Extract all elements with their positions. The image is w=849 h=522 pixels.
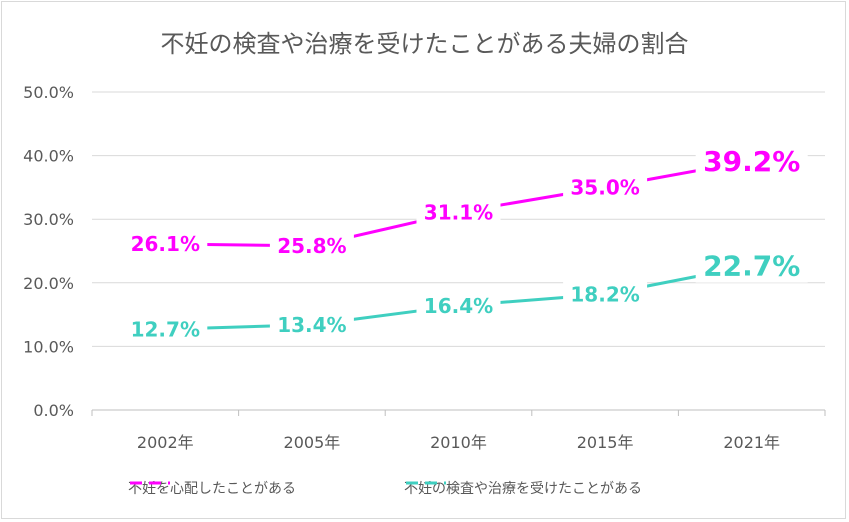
y-tick-label-4: 40.0% bbox=[23, 147, 74, 166]
y-tick-label-5: 50.0% bbox=[23, 83, 74, 102]
x-tick-label-0: 2002年 bbox=[137, 433, 194, 452]
y-tick-label-1: 10.0% bbox=[23, 337, 74, 356]
data-label-bg-1-2 bbox=[416, 292, 501, 319]
y-tick-label-0: 0.0% bbox=[33, 401, 74, 420]
legend-item-1: 不妊の検査や治療を受けたことがある bbox=[404, 478, 642, 498]
data-label-bg-0-1 bbox=[269, 232, 354, 259]
data-label-bg-1-0 bbox=[123, 316, 208, 343]
legend-swatch-0 bbox=[130, 481, 170, 485]
data-label-bg-0-2 bbox=[416, 199, 501, 226]
data-label-0-3: 35.0% bbox=[570, 176, 639, 200]
data-label-bg-1-3 bbox=[563, 281, 648, 308]
legend-label-0: 不妊を心配したことがある bbox=[128, 481, 296, 497]
data-label-0-2: 31.1% bbox=[424, 200, 493, 224]
chart-title: 不妊の検査や治療を受けたことがある夫婦の割合 bbox=[160, 30, 689, 58]
x-tick-label-4: 2021年 bbox=[723, 433, 780, 452]
legend: 不妊を心配したことがある 不妊の検査や治療を受けたことがある bbox=[0, 478, 849, 502]
data-label-0-1: 25.8% bbox=[277, 234, 346, 258]
data-label-1-4: 22.7% bbox=[703, 250, 800, 283]
data-label-1-3: 18.2% bbox=[570, 282, 639, 306]
data-label-bg-1-4 bbox=[695, 248, 808, 283]
data-label-0-0: 26.1% bbox=[131, 232, 200, 256]
y-tick-label-2: 20.0% bbox=[23, 274, 74, 293]
y-tick-label-3: 30.0% bbox=[23, 210, 74, 229]
x-tick-label-1: 2005年 bbox=[284, 433, 341, 452]
x-tick-label-2: 2010年 bbox=[430, 433, 487, 452]
data-label-1-2: 16.4% bbox=[424, 294, 493, 318]
legend-label-1: 不妊の検査や治療を受けたことがある bbox=[404, 481, 642, 497]
data-label-bg-0-0 bbox=[123, 231, 208, 258]
data-label-bg-0-4 bbox=[695, 143, 808, 178]
data-label-bg-1-1 bbox=[269, 311, 354, 338]
data-label-1-1: 13.4% bbox=[277, 313, 346, 337]
legend-swatch-1 bbox=[406, 481, 446, 485]
data-label-1-0: 12.7% bbox=[131, 317, 200, 341]
legend-item-0: 不妊を心配したことがある bbox=[128, 478, 296, 498]
data-label-bg-0-3 bbox=[563, 174, 648, 201]
x-tick-label-3: 2015年 bbox=[577, 433, 634, 452]
data-label-0-4: 39.2% bbox=[703, 145, 800, 178]
